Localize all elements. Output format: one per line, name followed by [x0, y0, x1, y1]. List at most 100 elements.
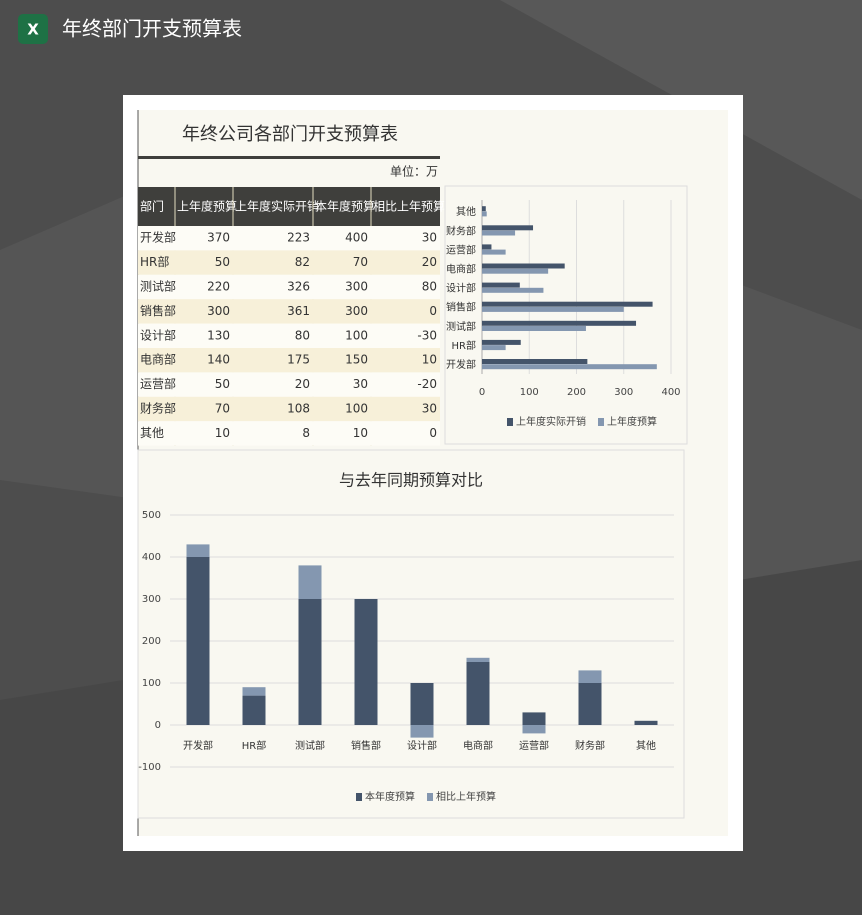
table-cell-dept: 财务部	[140, 401, 176, 416]
table-cell-number: 130	[207, 328, 230, 342]
y-tick-label: HR部	[452, 339, 476, 352]
table-cell-number: 70	[353, 255, 368, 269]
y-tick-label: 400	[142, 552, 161, 563]
bar-segment	[578, 683, 602, 725]
bar	[482, 249, 506, 255]
bar-segment	[298, 565, 322, 599]
table-row-bg	[138, 372, 440, 397]
table-cell-dept: 运营部	[140, 376, 176, 391]
y-tick-label: 200	[142, 636, 161, 647]
bar-segment	[578, 670, 602, 683]
legend-swatch	[356, 793, 362, 801]
column-header: 本年度预算	[315, 199, 375, 214]
table-row-bg	[138, 348, 440, 373]
x-tick-label: 测试部	[295, 739, 325, 752]
bar-segment	[466, 657, 490, 662]
table-cell-number: 370	[207, 231, 230, 245]
legend-label: 相比上年预算	[436, 790, 496, 803]
legend-label: 上年度实际开销	[516, 415, 586, 428]
table-cell-number: 140	[207, 353, 230, 367]
table-cell-dept: 设计部	[140, 327, 176, 342]
table-cell-number: 0	[429, 304, 437, 318]
y-tick-label: 其他	[456, 205, 476, 218]
x-tick-label: 其他	[636, 739, 656, 752]
legend-swatch	[598, 418, 604, 426]
table-cell-number: 108	[287, 402, 310, 416]
table-row-bg	[138, 250, 440, 275]
bar-segment	[522, 725, 546, 734]
table-header-bg	[138, 187, 440, 226]
chart-box	[137, 449, 685, 819]
x-tick-label: 300	[614, 387, 633, 398]
chart-title: 与去年同期预算对比	[339, 471, 483, 490]
table-cell-number: -20	[417, 377, 437, 391]
y-tick-label: 100	[142, 678, 161, 689]
x-tick-label: 200	[567, 387, 586, 398]
sheet-title: 年终公司各部门开支预算表	[182, 124, 398, 145]
table-cell-number: 20	[295, 377, 310, 391]
table-row-bg	[138, 323, 440, 348]
table-cell-number: 80	[295, 328, 310, 342]
table-cell-dept: 电商部	[140, 352, 176, 367]
table-cell-number: 100	[345, 402, 368, 416]
table-cell-number: 220	[207, 280, 230, 294]
table-cell-number: 400	[345, 231, 368, 245]
x-tick-label: 财务部	[575, 739, 605, 752]
bar	[482, 225, 534, 231]
y-tick-label: 销售部	[446, 301, 476, 314]
bar	[482, 301, 653, 307]
bar	[482, 282, 520, 288]
table-cell-number: 10	[422, 353, 437, 367]
x-tick-label: 运营部	[519, 739, 549, 752]
table-cell-number: 326	[287, 280, 310, 294]
y-tick-label: 500	[142, 510, 161, 521]
y-tick-label: 电商部	[446, 263, 476, 276]
x-tick-label: 电商部	[463, 739, 493, 752]
bar-segment	[354, 599, 378, 725]
table-cell-number: 20	[422, 255, 437, 269]
table-cell-number: 50	[215, 255, 230, 269]
x-tick-label: 开发部	[183, 739, 213, 752]
bar-segment	[410, 725, 434, 738]
table-row-bg	[138, 421, 440, 446]
excel-icon-letter: X	[27, 21, 39, 39]
y-tick-label: 0	[155, 720, 161, 731]
column-header: 上年度实际开销	[235, 199, 319, 214]
table-cell-number: 10	[215, 426, 230, 440]
bar	[482, 326, 586, 331]
legend-label: 本年度预算	[365, 790, 415, 803]
table-cell-number: 300	[345, 280, 368, 294]
table-cell-number: 30	[422, 402, 437, 416]
table-row-bg	[138, 299, 440, 324]
column-header: 相比上年预算	[373, 199, 445, 214]
table-cell-number: 361	[287, 304, 310, 318]
chart-box	[444, 185, 688, 445]
bar	[482, 345, 506, 351]
bar	[482, 263, 565, 269]
table-cell-dept: HR部	[140, 254, 169, 269]
bar	[482, 339, 521, 345]
bar-segment	[242, 695, 266, 725]
bar	[482, 211, 487, 217]
table-cell-number: 150	[345, 353, 368, 367]
table-cell-number: 80	[422, 280, 437, 294]
x-tick-label: 设计部	[407, 739, 437, 752]
table-cell-number: 8	[302, 426, 310, 440]
bar	[482, 230, 516, 236]
table-cell-number: 100	[345, 328, 368, 342]
legend-swatch	[427, 793, 433, 801]
table-cell-number: -30	[417, 328, 437, 342]
table-cell-number: 70	[215, 402, 230, 416]
table-cell-number: 10	[353, 426, 368, 440]
y-tick-label: 测试部	[446, 320, 476, 333]
table-row-bg	[138, 226, 440, 251]
table-cell-number: 223	[287, 231, 310, 245]
x-tick-label: 100	[520, 387, 539, 398]
table-cell-number: 300	[207, 304, 230, 318]
bar	[482, 268, 549, 274]
bar-segment	[186, 544, 210, 557]
y-tick-label: -100	[138, 762, 161, 773]
bar-segment	[410, 683, 434, 725]
